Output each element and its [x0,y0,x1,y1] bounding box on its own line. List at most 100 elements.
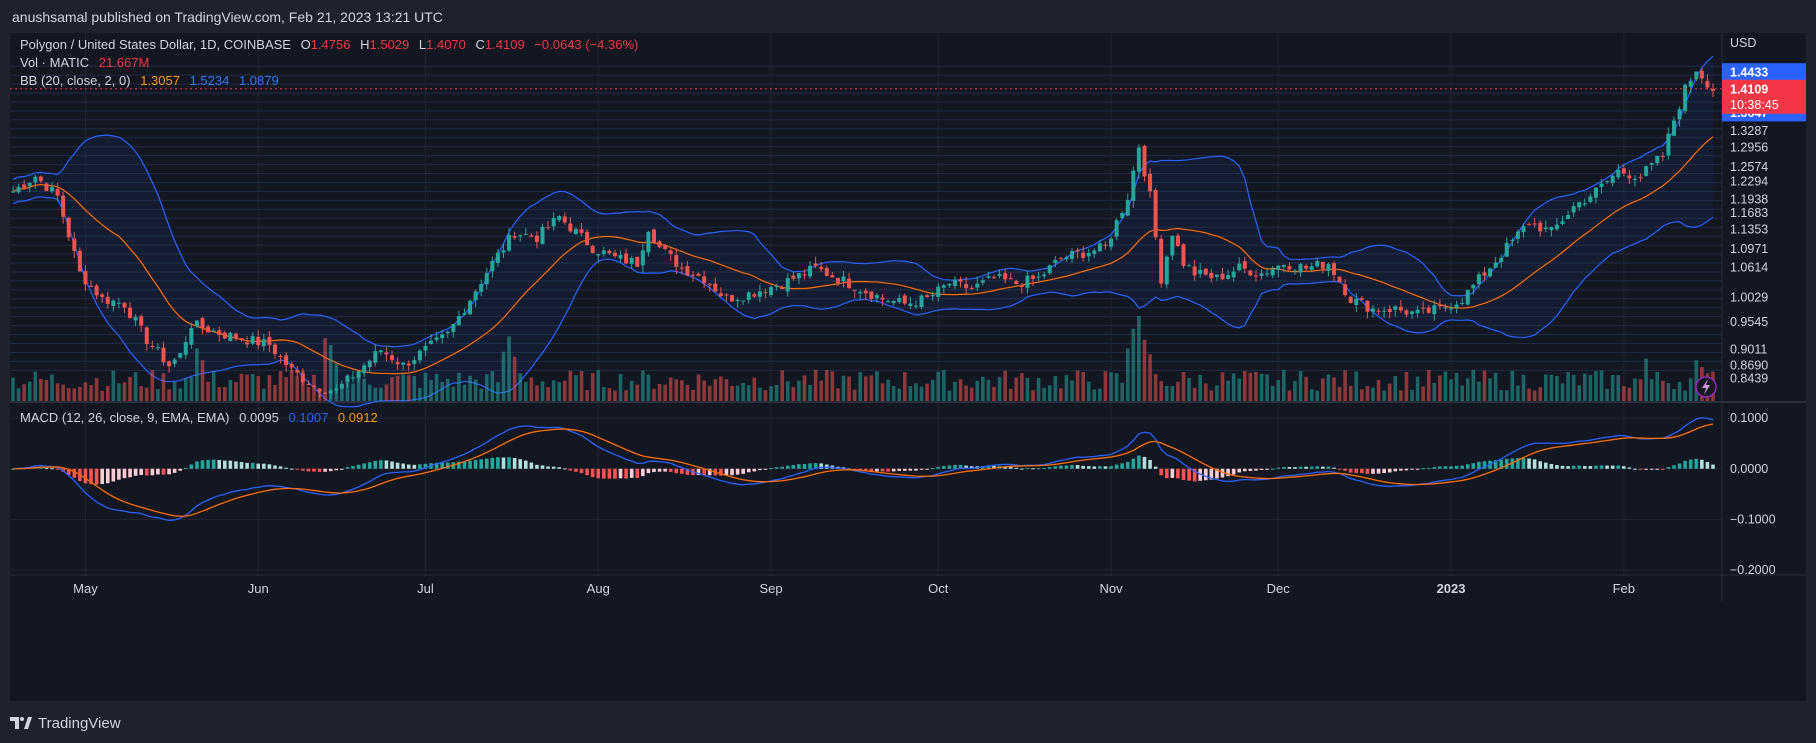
candle-body [66,217,71,238]
candle-body [1114,220,1119,237]
candle [1081,245,1086,262]
macd-hist-bar [1008,466,1013,469]
macd-hist-bar [780,466,784,469]
macd-hist-bar [306,468,311,472]
candle-body [300,373,305,383]
volume-bar [574,375,578,401]
candle [546,221,551,230]
macd-hist-bar [1220,468,1225,478]
volume-bar [1432,382,1437,401]
candle [852,289,857,298]
volume-bar [11,377,15,401]
candle-body [395,362,400,365]
volume-bar [930,379,935,401]
candle [813,256,818,269]
symbol-title[interactable]: Polygon / United States Dollar, 1D, COIN… [20,37,291,52]
candle [1025,270,1030,294]
lightning-icon[interactable] [1695,376,1717,398]
tradingview-footer[interactable]: TradingView [10,708,121,738]
candle [568,217,573,233]
macd-hist-bar [919,468,924,470]
candle-body [997,274,1002,276]
macd-hist-bar [11,468,15,470]
macd-hist-bar [1231,468,1236,475]
macd-hist-bar [1655,468,1660,470]
macd-hist-bar [94,468,99,485]
volume-bar [1672,389,1676,401]
candle-body [1337,276,1342,283]
volume-bar [401,374,405,401]
volume-bar [1421,386,1425,401]
candle [674,248,679,275]
candle [1304,263,1309,272]
bb-legend[interactable]: BB (20, close, 2, 0) 1.3057 1.5234 1.087… [20,73,285,88]
candle-body [635,256,640,267]
volume-bar [479,388,483,401]
candle-body [1315,261,1320,267]
volume-legend[interactable]: Vol · MATIC 21.667M [20,55,155,70]
macd-hist-value: 0.0095 [239,410,279,425]
macd-legend[interactable]: MACD (12, 26, close, 9, EMA, EMA) 0.0095… [20,410,384,425]
macd-hist-bar [1404,468,1409,471]
macd-hist-bar [1387,468,1392,473]
macd-hist-bar [1594,465,1598,469]
candle-body [980,280,985,283]
macd-hist-bar [367,462,372,469]
macd-hist-bar [1644,468,1648,470]
price-tick-label: 1.2294 [1730,175,1768,189]
volume-bar [434,373,439,401]
volume-bar [635,384,640,401]
candle-body [1694,71,1699,80]
candle [1465,289,1470,306]
candle [1365,300,1370,319]
price-chart[interactable]: MayJunJulAugSepOctNovDec2023FebUSD1.4134… [10,33,1806,701]
candle [423,341,428,357]
candle-body [167,361,172,367]
candle-body [780,287,785,289]
volume-bar [724,379,729,401]
candle [345,374,350,388]
candle [1671,116,1676,136]
candle [495,248,500,267]
macd-hist-bar [1321,466,1325,469]
volume-label: Vol · MATIC [20,55,90,70]
candle [1019,282,1024,294]
candle-body [941,285,946,288]
volume-bar [1332,377,1336,401]
candle [964,277,969,294]
macd-hist-bar [1449,466,1453,469]
volume-bar [312,374,316,401]
candle-body [1593,187,1598,198]
macd-hist-bar [401,463,405,469]
candle-body [1164,256,1169,285]
macd-hist-bar [317,468,322,472]
candle-body [1320,261,1325,269]
chart-panel[interactable]: MayJunJulAugSepOctNovDec2023FebUSD1.4134… [10,33,1806,701]
candle-body [429,340,434,344]
volume-bar [1014,377,1019,401]
volume-bar [484,374,489,401]
macd-hist-bar [769,468,773,470]
candle-body [406,363,411,366]
candle-body [55,188,60,196]
volume-bar [1633,378,1637,401]
volume-bar [875,371,879,401]
macd-hist-bar [540,465,545,469]
candle [1699,67,1704,84]
candle [1114,218,1119,241]
candle-body [116,302,121,304]
macd-hist-bar [863,468,868,471]
macd-hist-bar [262,463,266,469]
volume-bar [1148,354,1152,401]
volume-bar [1237,378,1242,401]
candle-body [133,316,138,321]
volume-bar [607,388,612,401]
candle [741,300,746,305]
volume-bar [1315,390,1320,401]
candle-body [1064,257,1069,260]
macd-signal-line [12,423,1714,517]
macd-hist-bar [289,468,294,470]
ohlc-low-label: L [418,37,427,52]
candle-body [808,265,813,277]
volume-bar [1677,381,1682,401]
